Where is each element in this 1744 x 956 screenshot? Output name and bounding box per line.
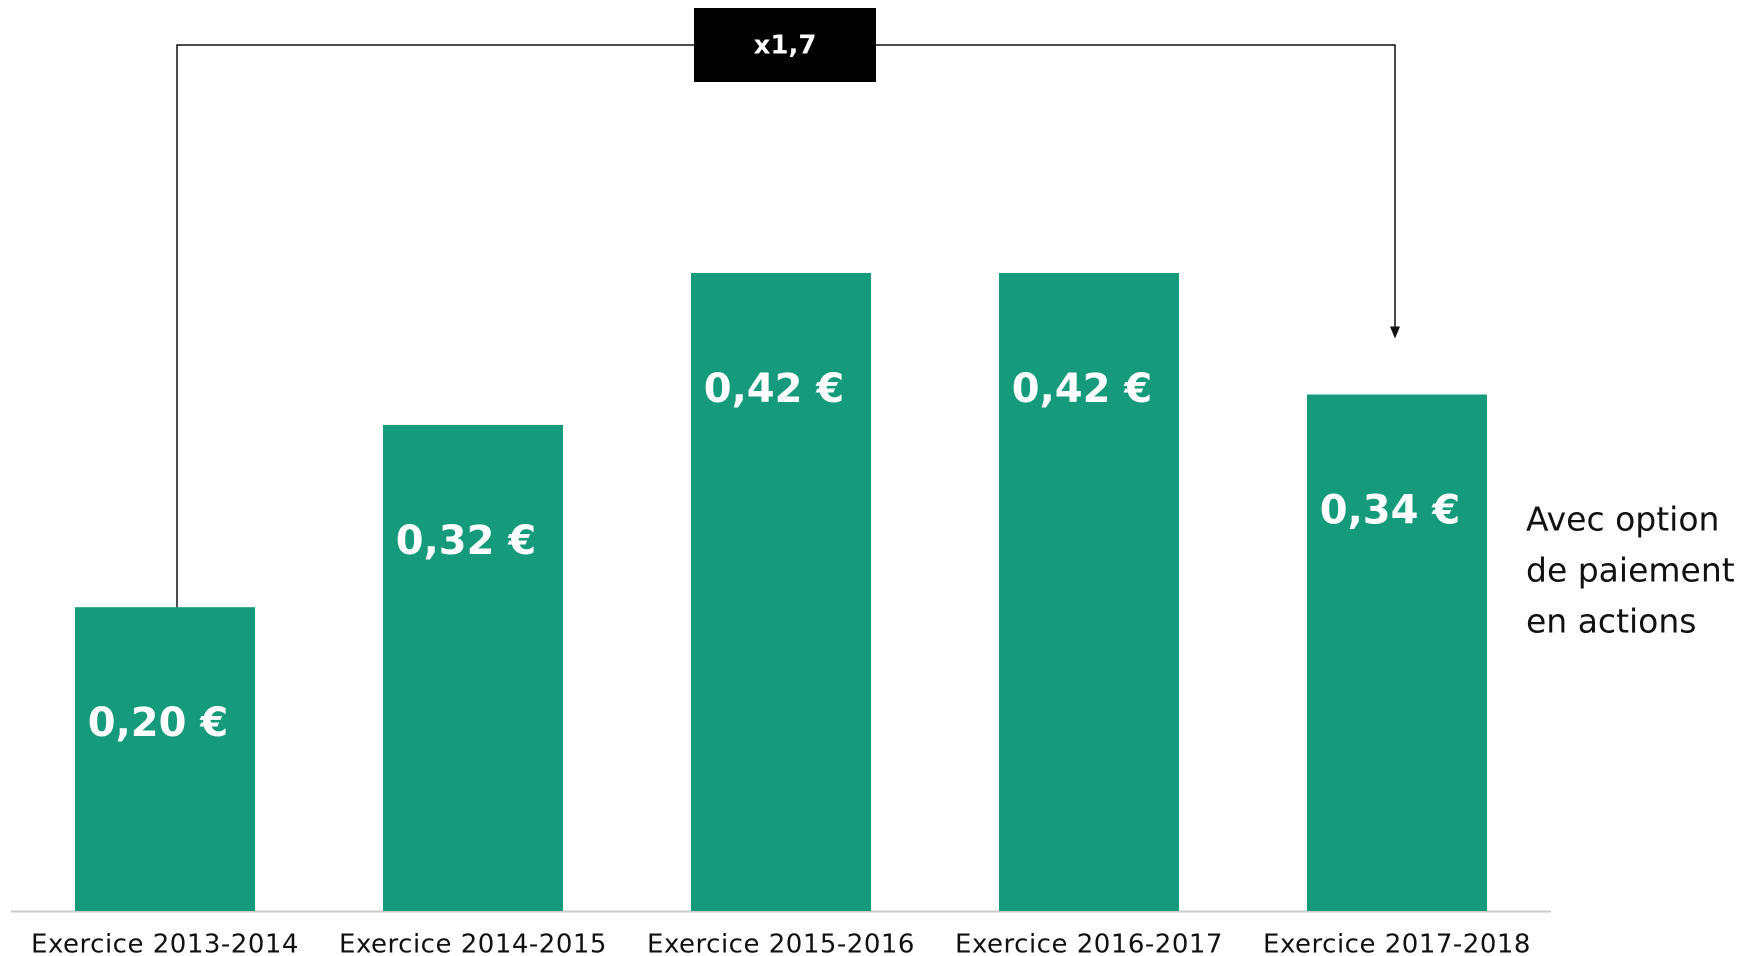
x-tick-label: Exercice 2014-2015: [339, 930, 607, 956]
bar: [383, 424, 563, 911]
bar: [999, 273, 1179, 911]
bracket-right: [876, 44, 1400, 339]
x-tick-label: Exercice 2013-2014: [31, 930, 299, 956]
x-tick-label: Exercice 2015-2016: [647, 930, 915, 956]
x-tick-label: Exercice 2016-2017: [955, 930, 1223, 956]
side-note: Avec option: [1526, 500, 1719, 539]
bar: [1307, 394, 1487, 911]
bracket-left: [176, 44, 694, 608]
side-note: en actions: [1526, 602, 1696, 641]
annotation-box: [694, 8, 876, 82]
bar: [691, 273, 871, 911]
value-label: 0,20 €: [88, 700, 228, 746]
value-label: 0,42 €: [704, 366, 844, 412]
value-label: 0,42 €: [1012, 366, 1152, 412]
value-label: 0,32 €: [396, 518, 536, 564]
annotation: x1,7: [754, 31, 817, 61]
bar: [75, 607, 255, 911]
x-tick-label: Exercice 2017-2018: [1263, 930, 1531, 956]
side-note: de paiement: [1526, 551, 1735, 590]
value-label: 0,34 €: [1320, 488, 1460, 534]
